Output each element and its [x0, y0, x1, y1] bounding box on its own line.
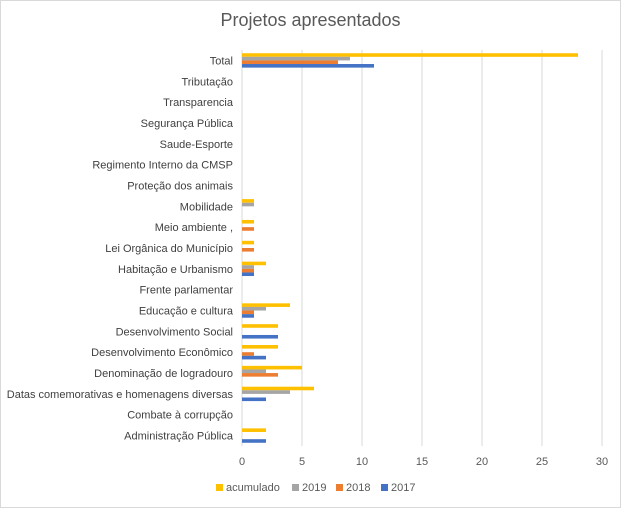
bar-2019-16	[242, 390, 290, 394]
bar-2019-7	[242, 202, 254, 207]
x-tick-label: 0	[239, 456, 245, 468]
bar-acumulado-9	[242, 240, 254, 245]
bar-acumulado-12	[242, 303, 290, 307]
bar-2017-12	[242, 314, 254, 318]
legend-swatch-2017	[381, 484, 388, 491]
category-label: Denominação de logradouro	[94, 368, 233, 380]
category-label: Habitação e Urbanismo	[118, 264, 233, 276]
legend-label-2018: 2018	[346, 482, 370, 494]
bar-2018-0	[242, 60, 338, 65]
category-label: Saude-Esporte	[160, 139, 233, 151]
bar-2017-14	[242, 355, 266, 360]
bar-2017-18	[242, 439, 266, 443]
category-label: Segurança Pública	[141, 118, 234, 130]
category-label: Datas comemorativas e homenagens diversa…	[7, 389, 234, 401]
bar-acumulado-8	[242, 219, 254, 224]
x-tick-label: 20	[476, 456, 488, 468]
bar-acumulado-10	[242, 261, 266, 266]
category-label: Lei Orgânica do Município	[105, 243, 233, 255]
bar-2019-0	[242, 56, 350, 61]
bar-2019-15	[242, 369, 266, 374]
legend-swatch-2018	[336, 484, 343, 491]
bar-2017-0	[242, 64, 374, 68]
bar-2018-12	[242, 310, 254, 315]
bar-acumulado-7	[242, 199, 254, 203]
bar-2019-12	[242, 306, 266, 311]
category-label: Total	[210, 55, 233, 67]
bar-2018-15	[242, 373, 278, 377]
bar-2018-14	[242, 352, 254, 356]
bar-acumulado-15	[242, 365, 302, 370]
legend-swatch-2019	[292, 484, 299, 491]
bar-2018-9	[242, 248, 254, 252]
x-tick-label: 5	[299, 456, 305, 468]
x-tick-label: 30	[596, 456, 608, 468]
category-label: Transparencia	[163, 97, 234, 109]
legend-label-2017: 2017	[391, 482, 415, 494]
legend-swatch-acumulado	[216, 484, 223, 491]
bar-2017-16	[242, 397, 266, 402]
bar-2017-10	[242, 272, 254, 277]
bar-2018-8	[242, 227, 254, 231]
bar-acumulado-13	[242, 324, 278, 328]
bar-acumulado-14	[242, 345, 278, 349]
category-label: Desenvolvimento Econômico	[91, 347, 233, 359]
legend-label-2019: 2019	[302, 482, 326, 494]
x-tick-label: 15	[416, 456, 428, 468]
x-tick-label: 25	[536, 456, 548, 468]
category-label: Tributação	[181, 76, 233, 88]
category-label: Administração Pública	[124, 431, 234, 443]
bar-2017-13	[242, 334, 278, 339]
category-label: Frente parlamentar	[139, 285, 233, 297]
bar-2018-10	[242, 268, 254, 273]
category-label: Combate à corrupção	[127, 410, 233, 422]
category-label: Educação e cultura	[139, 306, 234, 318]
bar-acumulado-16	[242, 386, 314, 391]
bar-acumulado-18	[242, 428, 266, 432]
category-label: Desenvolvimento Social	[116, 326, 233, 338]
category-label: Mobilidade	[180, 201, 233, 213]
chart-title: Projetos apresentados	[220, 10, 401, 30]
category-label: Proteção dos animais	[127, 180, 233, 192]
legend-label-acumulado: acumulado	[226, 482, 280, 494]
category-label: Regimento Interno da CMSP	[92, 160, 233, 172]
bar-acumulado-0	[242, 53, 578, 57]
category-label: Meio ambiente ,	[155, 222, 233, 234]
bar-2019-10	[242, 265, 254, 269]
x-tick-label: 10	[356, 456, 368, 468]
